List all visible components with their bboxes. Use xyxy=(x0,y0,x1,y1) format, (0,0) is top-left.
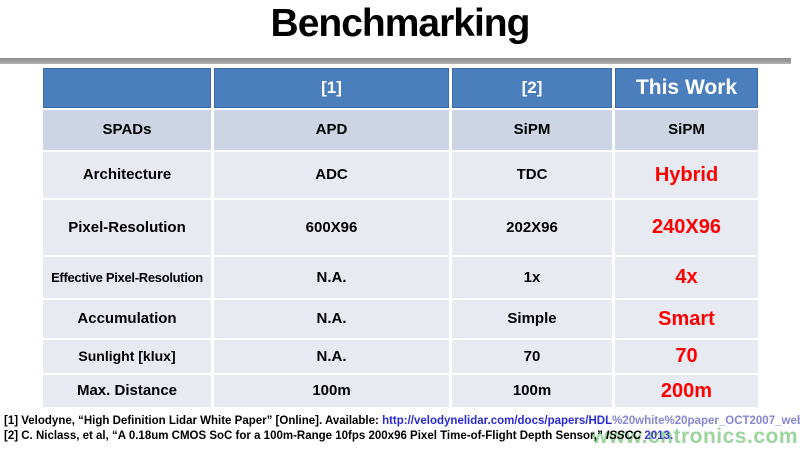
table-cell: 1x xyxy=(452,257,612,298)
table-cell: N.A. xyxy=(214,300,449,338)
table-cell: 202X96 xyxy=(452,200,612,255)
reference-1-link[interactable]: http://velodynelidar.com/docs/papers/HDL xyxy=(382,415,613,427)
row-label-effective-pixel-resolution: Effective Pixel-Resolution xyxy=(43,257,211,298)
row-label-sunlight: Sunlight [klux] xyxy=(43,340,211,373)
table-cell: TDC xyxy=(452,152,612,198)
table-cell-highlight: 200m xyxy=(615,375,758,407)
table-cell: N.A. xyxy=(214,340,449,373)
table-cell-highlight: 4x xyxy=(615,257,758,298)
reference-2-journal: ISSCC xyxy=(606,429,642,442)
reference-2: [2] C. Niclass, et al, “A 0.18um CMOS So… xyxy=(4,429,798,444)
table-cell-highlight: Smart xyxy=(615,300,758,338)
table-cell: SiPM xyxy=(615,110,758,150)
table-cell-highlight: Hybrid xyxy=(615,152,758,198)
row-label-max-distance: Max. Distance xyxy=(43,375,211,407)
slide-title: Benchmarking xyxy=(270,2,531,45)
benchmark-table: [1] [2] This Work SPADs APD SiPM SiPM Ar… xyxy=(43,68,758,407)
row-label-pixel-resolution: Pixel-Resolution xyxy=(43,200,211,255)
table-cell-highlight: 240X96 xyxy=(615,200,758,255)
table-header-ref2: [2] xyxy=(452,68,612,108)
table-cell-highlight: 70 xyxy=(615,340,758,373)
reference-1: [1] Velodyne, “High Definition Lidar Whi… xyxy=(4,414,800,429)
table-header-ref1: [1] xyxy=(214,68,449,108)
table-cell: 70 xyxy=(452,340,612,373)
table-cell: SiPM xyxy=(452,110,612,150)
table-cell: 100m xyxy=(214,375,449,407)
row-label-spads: SPADs xyxy=(43,110,211,150)
table-cell: N.A. xyxy=(214,257,449,298)
table-cell: ADC xyxy=(214,152,449,198)
table-header-this-work: This Work xyxy=(615,68,758,108)
table-cell: 100m xyxy=(452,375,612,407)
reference-1-text: [1] Velodyne, “High Definition Lidar Whi… xyxy=(4,415,383,427)
title-divider xyxy=(0,58,791,64)
table-cell: APD xyxy=(214,110,449,150)
table-cell: 600X96 xyxy=(214,200,449,255)
row-label-architecture: Architecture xyxy=(43,152,211,198)
table-header-empty xyxy=(43,68,211,108)
references: [1] Velodyne, “High Definition Lidar Whi… xyxy=(4,414,800,444)
watermark: www.cntronics.com xyxy=(591,425,798,448)
table-cell: Simple xyxy=(452,300,612,338)
row-label-accumulation: Accumulation xyxy=(43,300,211,338)
reference-1-link-tail[interactable]: %20white%20paper_OCT2007_web.pdf xyxy=(612,415,800,427)
reference-2-text: [2] C. Niclass, et al, “A 0.18um CMOS So… xyxy=(4,429,607,442)
reference-2-year: 2013. xyxy=(641,429,674,442)
